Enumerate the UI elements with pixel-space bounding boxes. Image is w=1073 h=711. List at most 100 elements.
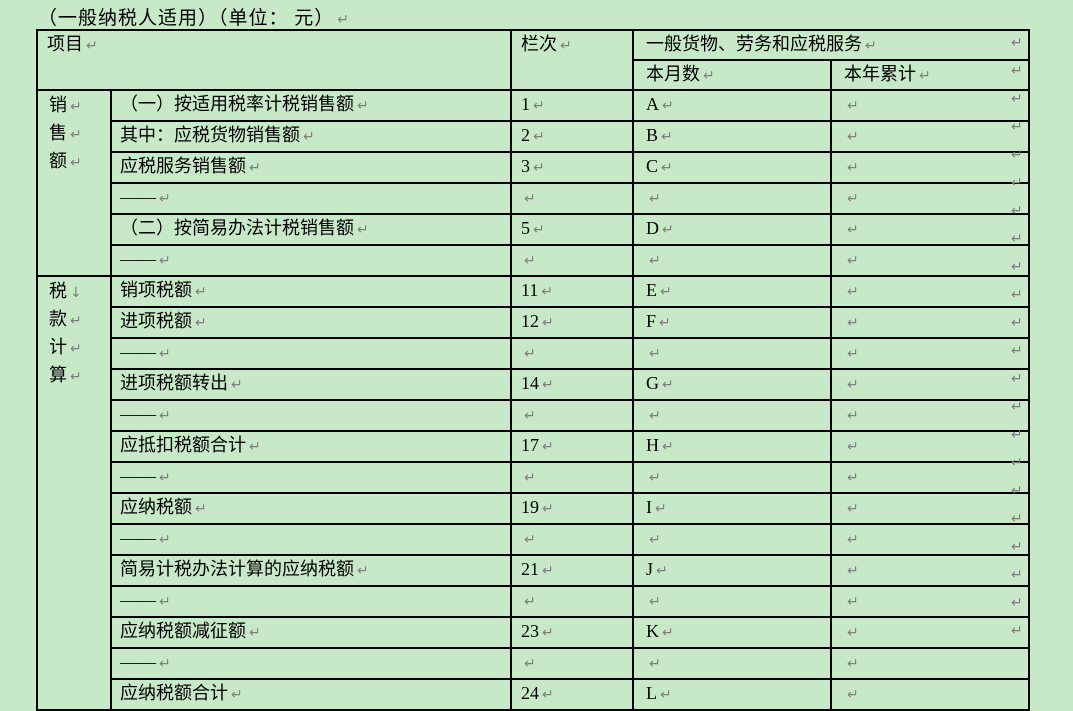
year-value-cell[interactable]: ↵ [830,554,1030,587]
cell-text: L [646,683,657,703]
year-value-cell[interactable]: ↵ [830,616,1030,649]
header-current-month-cell[interactable]: 本月数 ↵ [632,59,832,91]
month-value-cell[interactable]: A ↵ [632,89,832,122]
item-name-cell[interactable]: —— ↵ [110,182,512,215]
row-group-label-cell[interactable]: 税 ↓ 款 ↵ 计 ↵ 算 ↵ [36,275,112,711]
paragraph-mark: ↵ [847,377,859,393]
column-no-cell[interactable]: 11 ↵ [510,275,634,308]
column-no-cell[interactable]: 2 ↵ [510,120,634,153]
month-value-cell[interactable]: J ↵ [632,554,832,587]
month-value-cell[interactable]: ↵ [632,337,832,370]
item-name-cell[interactable]: —— ↵ [110,523,512,556]
column-no-cell[interactable]: 5 ↵ [510,213,634,246]
column-no-cell[interactable]: ↵ [510,585,634,618]
item-name-cell[interactable]: 应税服务销售额 ↵ [110,151,512,184]
year-value-cell[interactable]: ↵ [830,585,1030,618]
column-no-cell[interactable]: 23 ↵ [510,616,634,649]
year-value-cell[interactable]: ↵ [830,678,1030,711]
column-no-cell[interactable]: 19 ↵ [510,492,634,525]
column-no-cell[interactable]: ↵ [510,182,634,215]
year-value-cell[interactable]: ↵ [830,430,1030,463]
item-name-cell[interactable]: 应纳税额合计 ↵ [110,678,512,711]
year-value-cell[interactable]: ↵ [830,275,1030,308]
item-name-cell[interactable]: （一）按适用税率计税销售额 ↵ [110,89,512,122]
month-value-cell[interactable]: ↵ [632,182,832,215]
column-no-cell[interactable]: 3 ↵ [510,151,634,184]
row-group-label-cell[interactable]: 销 ↵ 售 ↵ 额 ↵ [36,89,112,277]
column-no-cell[interactable]: ↵ [510,244,634,277]
column-no-cell[interactable]: 14 ↵ [510,368,634,401]
item-name-cell[interactable]: —— ↵ [110,461,512,494]
month-value-cell[interactable]: F ↵ [632,306,832,339]
year-value-cell[interactable]: ↵ [830,306,1030,339]
paragraph-mark: ↵ [231,377,243,393]
year-value-cell[interactable]: ↵ [830,492,1030,525]
item-name-cell[interactable]: —— ↵ [110,337,512,370]
item-name-cell[interactable]: 销项税额 ↵ [110,275,512,308]
month-value-cell[interactable]: I ↵ [632,492,832,525]
month-value-cell[interactable]: ↵ [632,585,832,618]
column-no-cell[interactable]: 21 ↵ [510,554,634,587]
year-value-cell[interactable]: ↵ [830,523,1030,556]
column-no-cell[interactable]: ↵ [510,461,634,494]
group-label-char: 税 [49,281,67,301]
year-value-cell[interactable]: ↵ [830,89,1030,122]
month-value-cell[interactable]: ↵ [632,523,832,556]
year-value-cell[interactable]: ↵ [830,213,1030,246]
group-label-line: 算 ↵ [49,361,109,389]
header-year-to-date-cell[interactable]: 本年累计 ↵ [830,59,1030,91]
month-value-cell[interactable]: G ↵ [632,368,832,401]
item-name-cell[interactable]: （二）按简易办法计税销售额 ↵ [110,213,512,246]
month-value-cell[interactable]: H ↵ [632,430,832,463]
year-value-cell[interactable]: ↵ [830,244,1030,277]
year-value-cell[interactable]: ↵ [830,647,1030,680]
paragraph-mark: ↵ [1011,35,1023,51]
item-name-cell[interactable]: 进项税额转出 ↵ [110,368,512,401]
month-value-cell[interactable]: B ↵ [632,120,832,153]
year-value-cell[interactable]: ↵ [830,151,1030,184]
column-no-cell[interactable]: 17 ↵ [510,430,634,463]
header-category-group-cell[interactable]: 一般货物、劳务和应税服务 ↵ [632,29,1030,61]
column-no-cell[interactable]: 24 ↵ [510,678,634,711]
item-name-cell[interactable]: 其中：应税货物销售额 ↵ [110,120,512,153]
column-no-cell[interactable]: 12 ↵ [510,306,634,339]
item-name-cell[interactable]: —— ↵ [110,399,512,432]
month-value-cell[interactable]: K ↵ [632,616,832,649]
year-value-cell[interactable]: ↵ [830,337,1030,370]
paragraph-mark: ↵ [1011,175,1023,191]
column-no-cell[interactable]: ↵ [510,399,634,432]
item-name-cell[interactable]: 应抵扣税额合计 ↵ [110,430,512,463]
paragraph-mark: ↵ [249,439,261,455]
item-name-cell[interactable]: 简易计税办法计算的应纳税额 ↵ [110,554,512,587]
column-no-cell[interactable]: ↵ [510,337,634,370]
item-name-cell[interactable]: —— ↵ [110,647,512,680]
column-no-cell[interactable]: ↵ [510,647,634,680]
month-value-cell[interactable]: ↵ [632,647,832,680]
item-name-cell[interactable]: 应纳税额 ↵ [110,492,512,525]
month-value-cell[interactable]: E ↵ [632,275,832,308]
year-value-cell[interactable]: ↵ [830,120,1030,153]
cell-text: D [646,218,659,238]
header-item-cell[interactable]: 项目 ↵ [36,29,512,91]
column-no-cell[interactable]: ↵ [510,523,634,556]
column-no-cell[interactable]: 1 ↵ [510,89,634,122]
year-value-cell[interactable]: ↵ [830,461,1030,494]
year-value-cell[interactable]: ↵ [830,368,1030,401]
item-name-cell[interactable]: —— ↵ [110,244,512,277]
paragraph-mark: ↵ [231,687,243,703]
month-value-cell[interactable]: ↵ [632,399,832,432]
item-name-cell[interactable]: —— ↵ [110,585,512,618]
paragraph-mark: ↵ [703,68,715,84]
paragraph-mark: ↵ [249,625,261,641]
year-value-cell[interactable]: ↵ [830,182,1030,215]
item-name-cell[interactable]: 应纳税额减征额 ↵ [110,616,512,649]
header-column-index-cell[interactable]: 栏次 ↵ [510,29,634,91]
month-value-cell[interactable]: L ↵ [632,678,832,711]
month-value-cell[interactable]: ↵ [632,461,832,494]
month-value-cell[interactable]: ↵ [632,244,832,277]
paragraph-mark: ↵ [662,439,674,455]
year-value-cell[interactable]: ↵ [830,399,1030,432]
item-name-cell[interactable]: 进项税额 ↵ [110,306,512,339]
month-value-cell[interactable]: C ↵ [632,151,832,184]
month-value-cell[interactable]: D ↵ [632,213,832,246]
